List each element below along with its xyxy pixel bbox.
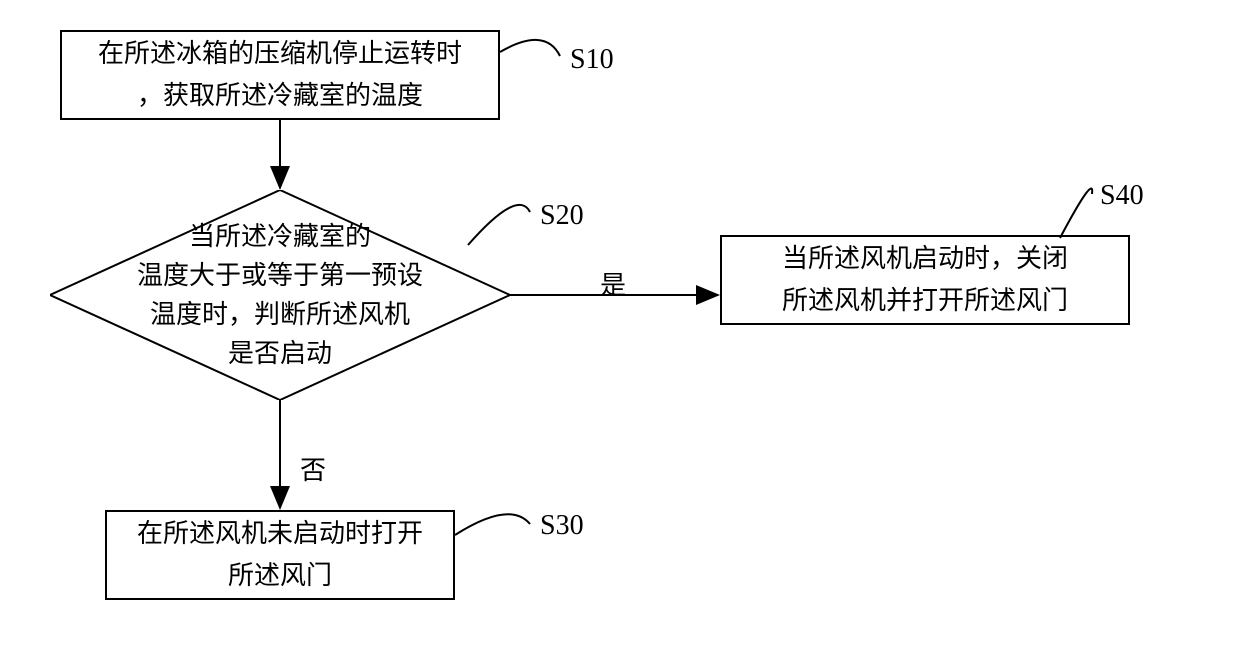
label-s10: S10 (570, 44, 614, 76)
node-s20: 当所述冷藏室的温度大于或等于第一预设温度时，判断所述风机是否启动 (50, 190, 510, 400)
node-s40-text: 当所述风机启动时，关闭所述风机并打开所述风门 (782, 238, 1068, 321)
edge-label-yes-text: 是 (600, 271, 626, 300)
label-s10-text: S10 (570, 44, 614, 75)
node-s40: 当所述风机启动时，关闭所述风机并打开所述风门 (720, 235, 1130, 325)
label-s40: S40 (1100, 180, 1144, 212)
callout-s10 (500, 40, 560, 56)
node-s20-text: 当所述冷藏室的温度大于或等于第一预设温度时，判断所述风机是否启动 (137, 217, 423, 373)
node-s30-text: 在所述风机未启动时打开所述风门 (137, 513, 423, 596)
callout-s40 (1060, 189, 1092, 239)
node-s10-text: 在所述冰箱的压缩机停止运转时，获取所述冷藏室的温度 (98, 33, 462, 116)
label-s20: S20 (540, 200, 584, 232)
label-s40-text: S40 (1100, 180, 1144, 211)
edge-label-no: 否 (300, 450, 326, 487)
edge-label-no-text: 否 (300, 456, 326, 485)
node-s10: 在所述冰箱的压缩机停止运转时，获取所述冷藏室的温度 (60, 30, 500, 120)
label-s30-text: S30 (540, 510, 584, 541)
label-s30: S30 (540, 510, 584, 542)
label-s20-text: S20 (540, 200, 584, 231)
node-s30: 在所述风机未启动时打开所述风门 (105, 510, 455, 600)
edge-label-yes: 是 (600, 265, 626, 302)
callout-s30 (455, 514, 530, 535)
